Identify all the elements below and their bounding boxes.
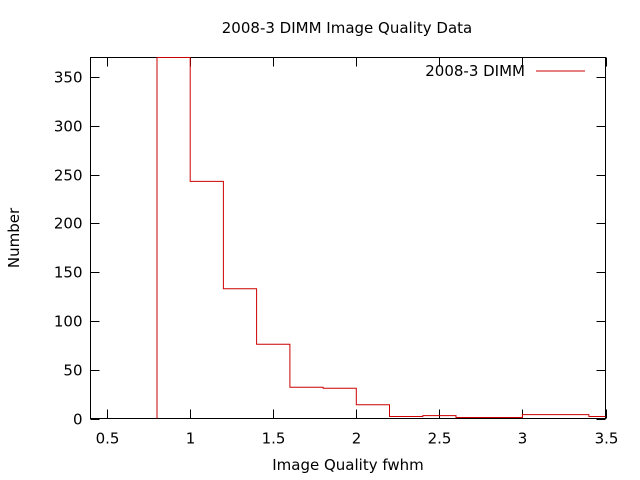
y-tick-label: 300 bbox=[54, 118, 83, 136]
x-tick-label: 2.5 bbox=[428, 430, 452, 448]
y-tick-label: 350 bbox=[54, 69, 83, 87]
chart-title: 2008-3 DIMM Image Quality Data bbox=[222, 19, 472, 37]
plot-frame bbox=[90, 57, 606, 419]
y-tick-label: 100 bbox=[54, 313, 83, 331]
x-tick-label: 1.5 bbox=[262, 430, 286, 448]
x-tick-label: 1 bbox=[186, 430, 196, 448]
x-axis-label: Image Quality fwhm bbox=[272, 456, 424, 474]
y-axis-label: Number bbox=[5, 207, 23, 268]
x-axis: 0.5 1 1.5 2 2.5 3 3.5 bbox=[96, 57, 619, 448]
y-tick-label: 200 bbox=[54, 215, 83, 233]
histogram-step-line bbox=[156, 57, 606, 419]
legend-label: 2008-3 DIMM bbox=[425, 62, 525, 80]
y-tick-label: 0 bbox=[73, 411, 83, 429]
x-tick-label: 3 bbox=[518, 430, 528, 448]
x-tick-label: 2 bbox=[352, 430, 362, 448]
plot-series bbox=[156, 57, 606, 419]
x-tick-label: 3.5 bbox=[595, 430, 619, 448]
y-axis: 0 50 100 150 200 250 300 350 bbox=[54, 69, 606, 429]
legend: 2008-3 DIMM bbox=[425, 62, 585, 80]
x-tick-label: 0.5 bbox=[96, 430, 120, 448]
y-tick-label: 250 bbox=[54, 167, 83, 185]
y-tick-label: 50 bbox=[63, 362, 82, 380]
y-tick-label: 150 bbox=[54, 264, 83, 282]
